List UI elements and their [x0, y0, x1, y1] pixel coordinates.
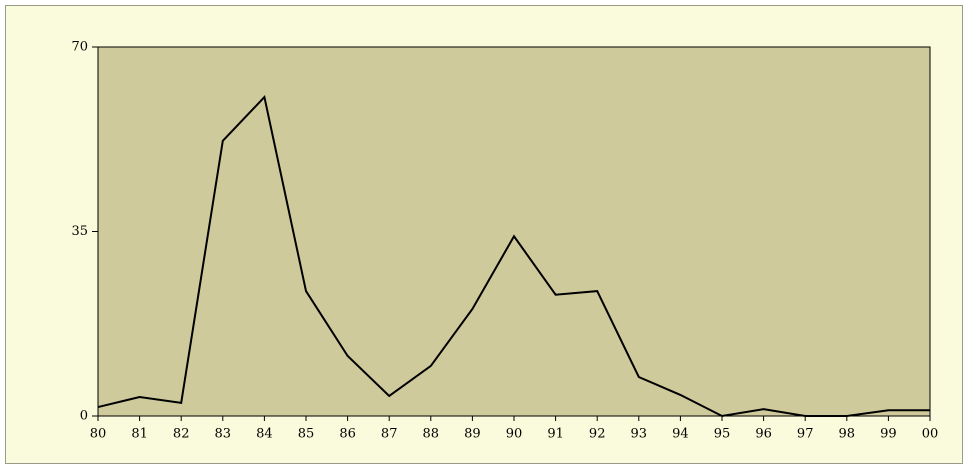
x-tick-label: 83 [215, 427, 232, 442]
x-tick-label: 97 [797, 427, 814, 442]
x-tick-label: 91 [547, 427, 564, 442]
x-tick-label: 82 [173, 427, 190, 442]
y-tick-label: 70 [71, 40, 88, 55]
x-tick-label: 84 [256, 427, 273, 442]
x-tick-label: 89 [464, 427, 481, 442]
x-tick-label: 96 [755, 427, 772, 442]
x-tick-label: 94 [672, 427, 689, 442]
plot-area [97, 46, 931, 417]
y-tick-label: 0 [80, 409, 88, 424]
x-tick-label: 81 [131, 427, 148, 442]
x-tick-label: 88 [423, 427, 440, 442]
x-tick-label: 93 [631, 427, 648, 442]
x-tick-label: 99 [880, 427, 897, 442]
x-tick-label: 80 [90, 427, 107, 442]
x-tick-label: 95 [714, 427, 731, 442]
x-tick-label: 00 [922, 427, 939, 442]
x-tick-label: 87 [381, 427, 398, 442]
x-tick-label: 98 [839, 427, 856, 442]
x-tick-label: 92 [589, 427, 606, 442]
x-tick-label: 90 [506, 427, 523, 442]
x-tick-label: 85 [298, 427, 315, 442]
y-tick-label: 35 [71, 224, 88, 239]
x-tick-label: 86 [339, 427, 356, 442]
data-line [97, 95, 930, 418]
